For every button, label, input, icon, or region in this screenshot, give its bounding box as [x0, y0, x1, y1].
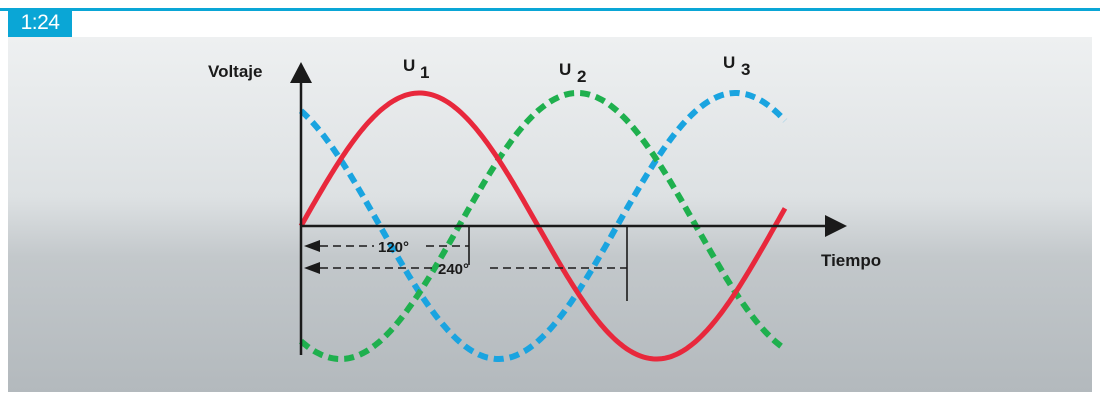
series-label-u1-subscript: 1 [420, 63, 429, 82]
marker-120-label: 120° [378, 239, 409, 256]
marker-120-arrow-icon [304, 240, 320, 252]
series-label-u2-name: U [559, 60, 571, 79]
diagram-panel: Voltaje Tiempo U 1 U 2 U 3 [8, 37, 1092, 392]
top-rule [0, 8, 1100, 11]
three-phase-diagram: Voltaje Tiempo U 1 U 2 U 3 [8, 37, 1092, 392]
series-label-u2-subscript: 2 [577, 67, 586, 86]
waveform-u3 [298, 90, 788, 362]
marker-240-arrow-icon [304, 262, 320, 274]
waveform-u2 [299, 90, 787, 362]
series-label-u1-name: U [403, 56, 415, 75]
y-axis-label: Voltaje [208, 62, 262, 81]
x-axis-label: Tiempo [821, 251, 881, 270]
y-axis-arrow-icon [290, 62, 312, 83]
panel-background [8, 37, 1092, 392]
figure-number-badge: 1:24 [8, 8, 72, 37]
series-label-u3-name: U [723, 53, 735, 72]
series-label-u2: U 2 [559, 60, 586, 86]
waveforms [298, 90, 788, 362]
phase-shift-markers [304, 226, 628, 301]
series-label-u3: U 3 [723, 53, 750, 79]
series-label-u1: U 1 [403, 56, 429, 82]
axes [290, 62, 847, 355]
marker-240-label: 240° [438, 261, 469, 278]
x-axis-arrow-icon [825, 215, 847, 237]
waveform-u1 [298, 90, 788, 362]
series-label-u3-subscript: 3 [741, 60, 750, 79]
